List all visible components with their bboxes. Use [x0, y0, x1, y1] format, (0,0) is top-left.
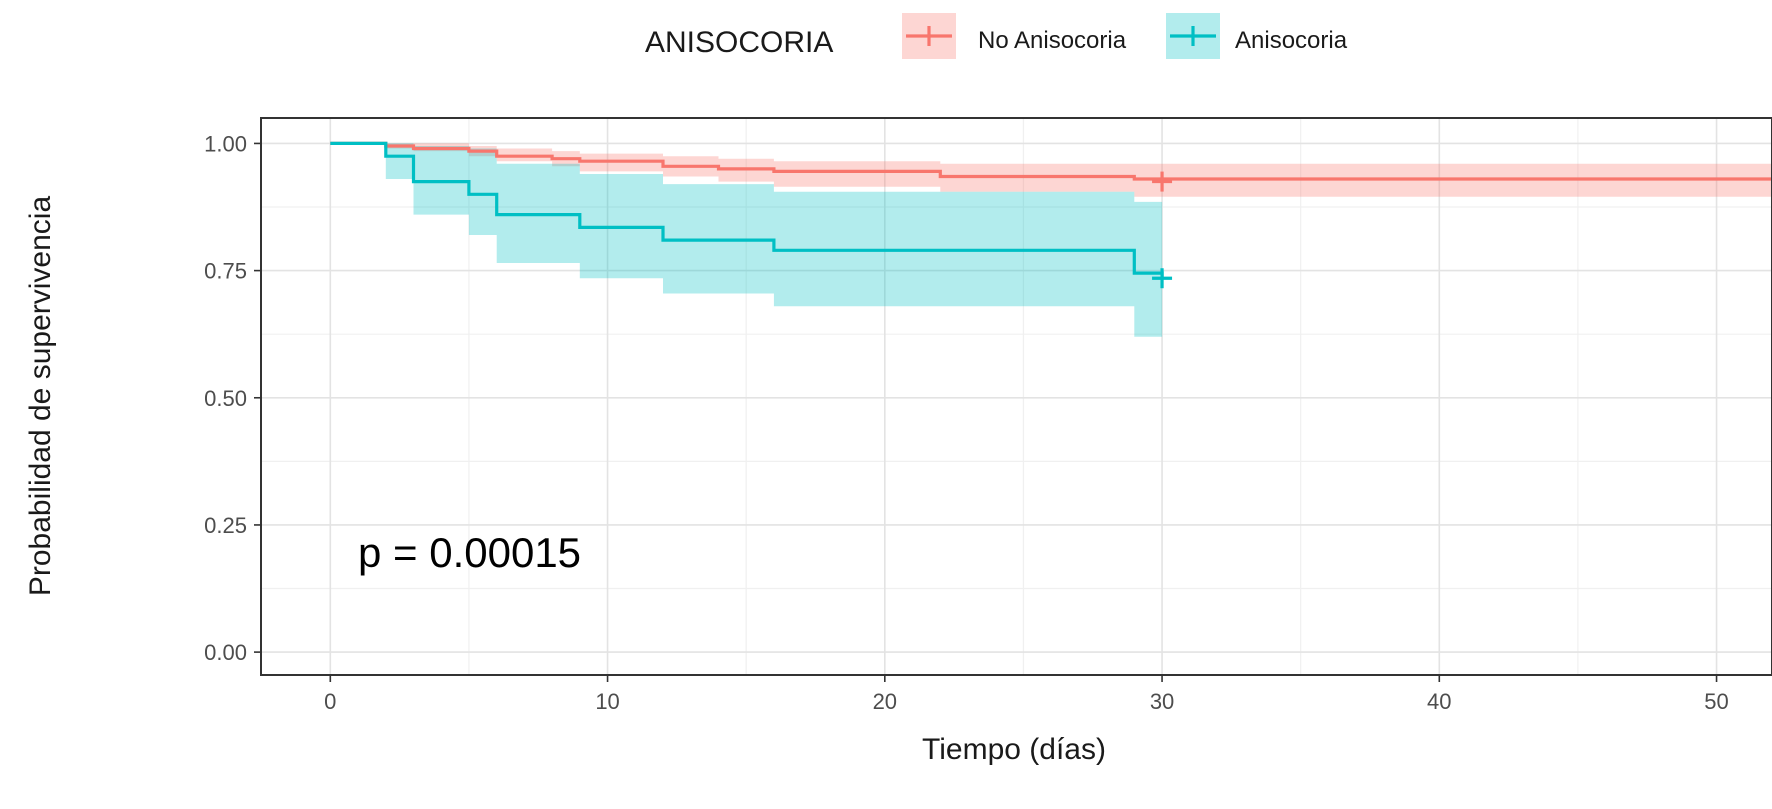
survival-curves: [330, 141, 1772, 279]
x-axis-title: Tiempo (días): [922, 733, 1106, 766]
legend-label-no-anisocoria: No Anisocoria: [978, 27, 1127, 54]
survival-curve-no-anisocoria: [330, 141, 1772, 181]
x-tick-label: 30: [1150, 689, 1174, 714]
x-tick-label: 20: [873, 689, 897, 714]
y-tick-label: 0.50: [204, 386, 247, 411]
legend: ANISOCORIA No Anisocoria Anisocoria: [645, 13, 1348, 59]
x-tick-label: 0: [324, 689, 336, 714]
x-tick-label: 10: [595, 689, 619, 714]
censor-marks: [1152, 171, 1173, 289]
grid-lines: [261, 118, 1772, 675]
legend-title: ANISOCORIA: [645, 26, 833, 59]
y-tick-label: 0.25: [204, 513, 247, 538]
y-tick-label: 0.75: [204, 259, 247, 284]
y-axis: 0.00 0.25 0.50 0.75 1.00: [204, 131, 261, 665]
y-axis-title: Probabilidad de supervivencia: [24, 196, 57, 597]
panel-border: [260, 117, 1772, 676]
survival-curve-anisocoria: [330, 141, 1164, 279]
y-tick-label: 1.00: [204, 131, 247, 156]
legend-label-anisocoria: Anisocoria: [1235, 27, 1348, 54]
x-tick-label: 50: [1704, 689, 1728, 714]
x-axis: 0 10 20 30 40 50: [324, 675, 1729, 714]
panel-background: [261, 118, 1772, 675]
p-value-annotation: p = 0.00015: [358, 529, 581, 576]
x-tick-label: 40: [1427, 689, 1451, 714]
confidence-band-no-anisocoria: [330, 143, 1772, 197]
legend-item-anisocoria: Anisocoria: [1166, 13, 1348, 59]
legend-items: No Anisocoria Anisocoria: [902, 13, 1348, 59]
censor-mark-anisocoria: [1152, 268, 1173, 289]
plot-panel: p = 0.00015: [260, 117, 1772, 676]
censor-mark-no-anisocoria: [1152, 171, 1173, 192]
legend-item-no-anisocoria: No Anisocoria: [902, 13, 1127, 59]
y-tick-label: 0.00: [204, 640, 247, 665]
